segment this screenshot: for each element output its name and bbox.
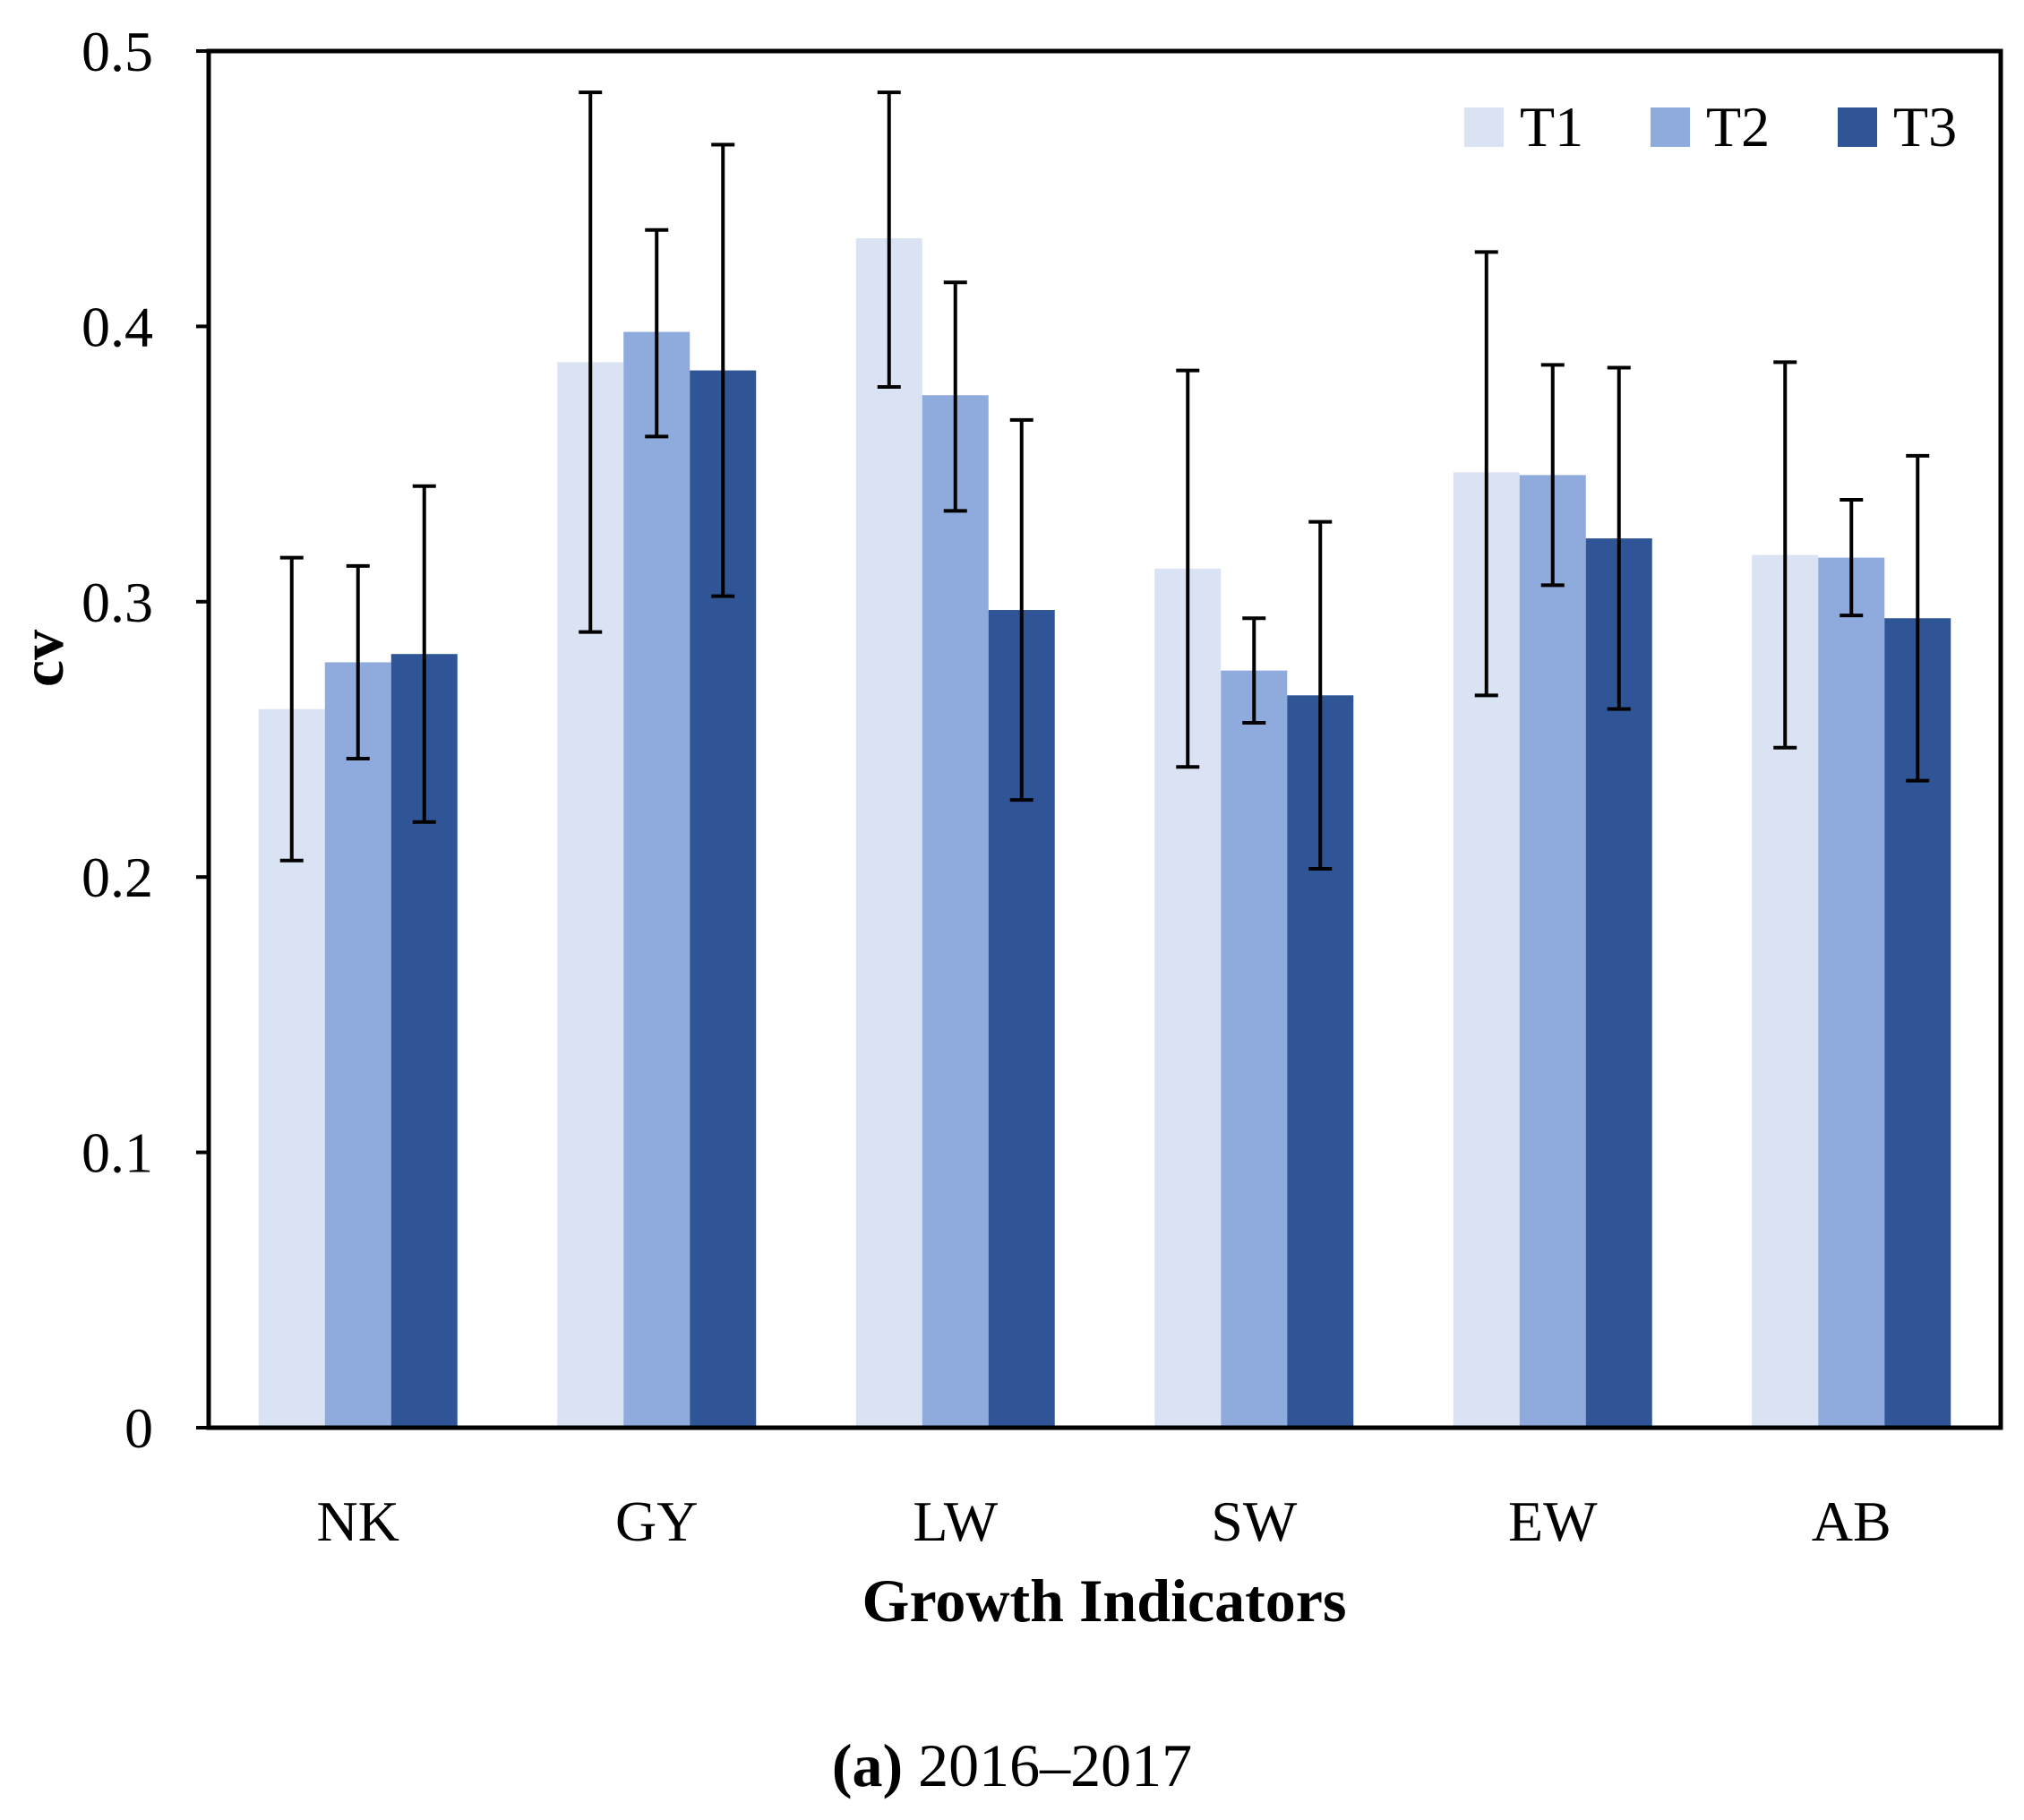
y-tick-label: 0.3 [81,571,153,634]
error-bar-nk-t1 [279,555,304,863]
error-bar-nk-t3 [412,484,436,824]
error-bar-gy-t3 [711,142,735,598]
legend-label-t2: T2 [1706,95,1770,159]
error-bar-lw-t3 [1009,417,1033,803]
legend-swatch-t1 [1464,107,1504,147]
x-tick-label: NK [317,1489,399,1553]
error-bar-lw-t1 [877,90,901,390]
x-tick-label: LW [913,1489,998,1553]
legend-label-t3: T3 [1893,95,1957,159]
y-tick-label: 0.1 [81,1121,153,1185]
plot-frame [206,48,2003,1430]
x-tick-label: EW [1508,1489,1598,1553]
y-axis: 0 0.1 0.2 0.3 0.4 0.5 [81,20,209,1460]
error-bar-ab-t1 [1773,360,1797,750]
error-bar-ab-t3 [1906,453,1930,783]
bar-lw-t1 [855,238,922,1429]
error-bar-ew-t1 [1474,250,1498,698]
error-bar-gy-t1 [579,90,603,634]
error-bar-ab-t2 [1840,498,1864,618]
bar-gy-t2 [623,331,690,1429]
legend-swatch-t3 [1838,107,1877,147]
error-bar-ew-t3 [1607,365,1631,711]
error-bar-ew-t2 [1540,363,1565,588]
error-bars-layer [279,90,1930,871]
figure-caption: (a) 2016–2017 [832,1731,1192,1799]
caption-text: 2016–2017 [903,1731,1192,1799]
y-tick-label: 0.5 [81,20,153,83]
error-bar-sw-t1 [1176,368,1200,769]
bar-ew-t2 [1519,475,1586,1428]
x-tick-label: SW [1211,1489,1298,1553]
error-bar-sw-t2 [1242,616,1266,725]
y-tick-label: 0 [124,1396,153,1460]
caption-label: (a) [832,1731,903,1799]
bar-nk-t2 [324,662,391,1428]
legend-swatch-t2 [1651,107,1690,147]
x-axis: NK GY LW SW EW AB [317,1489,1891,1553]
error-bar-gy-t2 [645,228,669,439]
bar-sw-t2 [1221,670,1288,1428]
y-tick-label: 0.2 [81,846,153,909]
error-bar-sw-t3 [1308,519,1333,871]
bars-layer [258,238,1951,1429]
x-tick-label: GY [615,1489,698,1553]
legend: T1 T2 T3 [1464,95,1957,159]
error-bar-nk-t2 [346,563,370,761]
x-tick-label: AB [1812,1489,1891,1553]
bar-ab-t2 [1818,557,1885,1428]
y-axis-title: cv [8,630,76,687]
bar-lw-t2 [922,395,989,1428]
legend-label-t1: T1 [1520,95,1583,159]
x-axis-title: Growth Indicators [862,1567,1347,1635]
error-bar-lw-t2 [943,280,967,513]
y-tick-label: 0.4 [81,295,153,358]
